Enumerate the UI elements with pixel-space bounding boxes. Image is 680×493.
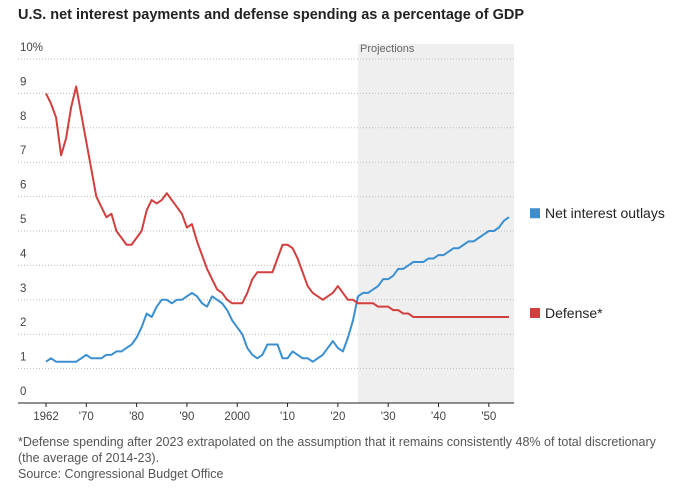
x-tick-label: '30 — [381, 411, 396, 423]
series-line — [45, 216, 510, 363]
projection-band — [358, 44, 514, 403]
y-tick-label: 8 — [20, 111, 26, 123]
x-tick-label: '90 — [179, 411, 194, 423]
chart-title: U.S. net interest payments and defense s… — [18, 7, 524, 23]
y-tick-label: 3 — [20, 283, 26, 295]
y-tick-label: 4 — [20, 248, 27, 260]
source: Source: Congressional Budget Office — [18, 467, 224, 481]
x-tick-label: '70 — [79, 411, 94, 423]
y-tick-label: 0 — [20, 386, 26, 398]
x-tick-label: '80 — [129, 411, 144, 423]
x-tick-label: 1962 — [33, 411, 59, 423]
legend-label: Defense* — [545, 305, 603, 321]
x-tick-label: '10 — [280, 411, 295, 423]
projection-label: Projections — [360, 43, 415, 55]
y-tick-label: 6 — [20, 180, 26, 192]
y-tick-label: 7 — [20, 145, 26, 157]
y-tick-label: 1 — [20, 352, 26, 364]
y-tick-label: 9 — [20, 76, 26, 88]
x-tick-label: '20 — [330, 411, 345, 423]
legend-swatch — [530, 208, 540, 219]
series-line — [45, 85, 509, 318]
chart: U.S. net interest payments and defense s… — [18, 7, 665, 423]
y-tick-label: 10% — [20, 42, 43, 54]
x-tick-label: '40 — [431, 411, 446, 423]
footnote: *Defense spending after 2023 extrapolate… — [18, 435, 656, 465]
legend-label: Net interest outlays — [545, 205, 665, 221]
legend-swatch — [530, 308, 540, 318]
x-tick-label: 2000 — [224, 411, 250, 423]
y-tick-label: 2 — [20, 317, 26, 329]
x-tick-label: '50 — [481, 411, 496, 423]
y-tick-label: 5 — [20, 214, 26, 226]
